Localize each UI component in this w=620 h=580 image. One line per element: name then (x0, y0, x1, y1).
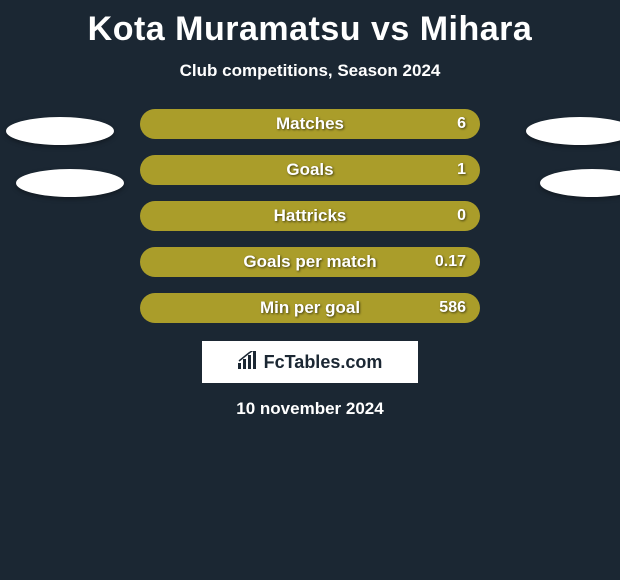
date-text: 10 november 2024 (0, 399, 620, 419)
stat-row-matches: Matches 6 (140, 109, 480, 139)
stat-value: 6 (457, 115, 466, 133)
stat-row-hattricks: Hattricks 0 (140, 201, 480, 231)
stat-row-gpm: Goals per match 0.17 (140, 247, 480, 277)
decor-ellipse (6, 117, 114, 145)
stat-label: Min per goal (140, 298, 480, 318)
stat-label: Hattricks (140, 206, 480, 226)
content-wrap: Matches 6 Goals 1 Hattricks 0 Goals per … (0, 109, 620, 419)
stats-container: Matches 6 Goals 1 Hattricks 0 Goals per … (140, 109, 480, 323)
stat-label: Goals (140, 160, 480, 180)
stat-label: Goals per match (140, 252, 480, 272)
page-title: Kota Muramatsu vs Mihara (0, 0, 620, 49)
stat-value: 0 (457, 207, 466, 225)
stat-value: 0.17 (435, 253, 466, 271)
chart-icon (238, 351, 258, 374)
decor-ellipse (16, 169, 124, 197)
footer-logo: FcTables.com (202, 341, 418, 383)
stat-row-goals: Goals 1 (140, 155, 480, 185)
logo-text: FcTables.com (264, 352, 383, 373)
stat-value: 586 (439, 299, 466, 317)
stat-row-mpg: Min per goal 586 (140, 293, 480, 323)
decor-ellipse (526, 117, 620, 145)
decor-ellipse (540, 169, 620, 197)
stat-label: Matches (140, 114, 480, 134)
stat-value: 1 (457, 161, 466, 179)
subtitle: Club competitions, Season 2024 (0, 61, 620, 81)
